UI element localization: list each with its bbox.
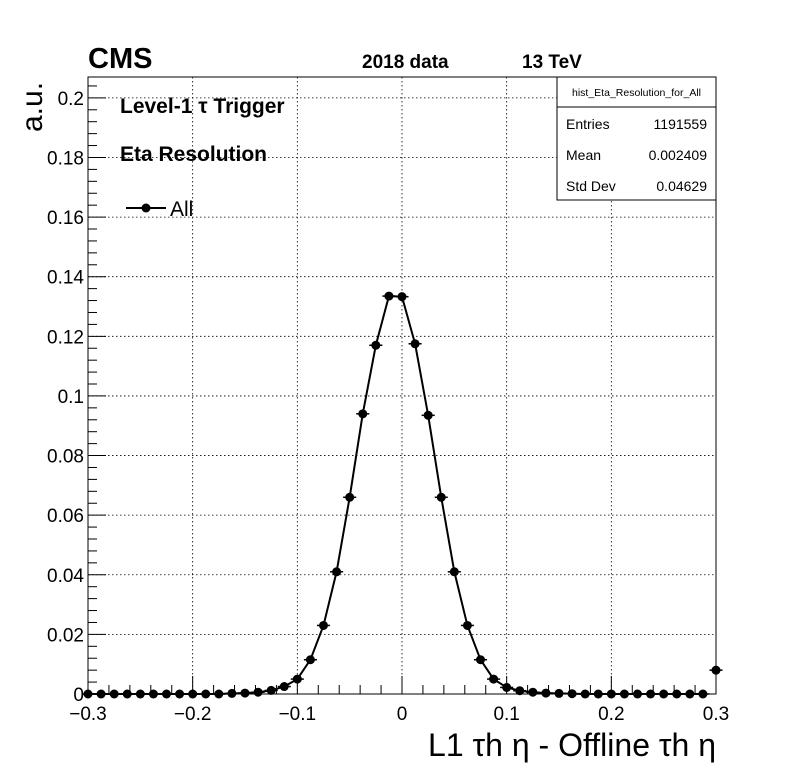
data-point [371, 340, 381, 350]
data-point [593, 689, 603, 699]
data-point [345, 492, 355, 502]
legend-marker [141, 203, 151, 213]
data-point [397, 292, 407, 302]
data-point [476, 655, 485, 665]
data-point [410, 339, 420, 349]
data-point [358, 409, 368, 419]
data-point [554, 688, 564, 698]
experiment-label: CMS [88, 43, 152, 75]
data-point [279, 682, 289, 692]
data-point [162, 689, 171, 699]
stats-box: hist_Eta_Resolution_for_All Entries 1191… [556, 76, 717, 201]
data-point [96, 689, 106, 699]
axis-ticks: −0.3 −0.2 −0.1 0 0.1 0.2 0.3 0 0.02 0.04 0.06 0.08 0… [47, 85, 729, 725]
stats-box-title: hist_Eta_Resolution_for_All [572, 87, 701, 99]
data-point [305, 655, 315, 665]
stats-mean-label: Mean [566, 147, 601, 163]
y-axis-label: a.u. [16, 82, 49, 132]
x-tick-label: −0.2 [174, 704, 212, 725]
data-point [515, 686, 525, 696]
dataset-label: 2018 data [362, 52, 449, 73]
annotation-trigger: Level-1 τ Trigger [120, 95, 285, 118]
grid-lines [88, 77, 716, 694]
legend: All [126, 198, 193, 221]
data-point [253, 687, 263, 697]
data-point [449, 567, 459, 577]
y-tick-label: 0.16 [47, 208, 84, 229]
data-point [685, 689, 695, 699]
y-tick-label: 0.12 [47, 327, 84, 348]
x-tick-label: 0.2 [598, 704, 624, 725]
y-tick-label: 0.06 [47, 506, 84, 527]
data-point [423, 410, 433, 420]
stats-mean-value: 0.002409 [649, 147, 708, 163]
y-tick-label: 0.2 [58, 89, 84, 110]
data-point [502, 682, 512, 692]
data-point [135, 689, 145, 699]
stats-stddev-value: 0.04629 [656, 178, 707, 194]
data-point [201, 689, 211, 699]
data-point [384, 291, 394, 301]
data-point [148, 689, 158, 699]
data-point [436, 492, 446, 502]
data-point [227, 688, 237, 698]
data-point [214, 689, 224, 699]
data-point [332, 567, 342, 577]
y-tick-label: 0.18 [47, 148, 84, 169]
x-tick-label: 0.3 [703, 704, 729, 725]
y-tick-label: 0.02 [47, 625, 84, 646]
y-tick-label: 0.1 [58, 387, 84, 408]
y-tick-label: 0.14 [47, 268, 84, 289]
data-point [83, 689, 93, 699]
data-point [541, 688, 551, 698]
x-axis-label: L1 τh η - Offline τh η [428, 727, 716, 763]
data-point [659, 689, 669, 699]
data-point [672, 689, 682, 699]
data-point [633, 689, 642, 699]
stats-stddev-label: Std Dev [566, 178, 616, 194]
data-point [319, 620, 328, 630]
data-point [462, 620, 472, 630]
energy-label: 13 TeV [522, 52, 582, 73]
data-point [646, 689, 656, 699]
data-point [698, 689, 708, 699]
stats-entries-label: Entries [566, 116, 610, 132]
data-point [489, 674, 499, 684]
data-point [567, 689, 577, 699]
x-tick-label: 0.1 [493, 704, 519, 725]
x-tick-label: −0.3 [69, 704, 107, 725]
data-point [580, 689, 590, 699]
data-point [122, 689, 132, 699]
stats-box-frame [556, 76, 717, 201]
data-point [606, 689, 616, 699]
x-tick-label: −0.1 [279, 704, 317, 725]
data-point [528, 687, 538, 697]
data-point [175, 689, 185, 699]
data-point [109, 689, 119, 699]
y-tick-label: 0 [73, 685, 84, 706]
data-point [619, 689, 629, 699]
data-series [81, 291, 723, 699]
x-tick-label: 0 [397, 704, 408, 725]
y-tick-label: 0.08 [47, 447, 84, 468]
annotation-eta-resolution: Eta Resolution [120, 143, 267, 166]
data-point [188, 689, 198, 699]
data-point [711, 665, 721, 675]
data-point [240, 688, 250, 698]
data-point [266, 685, 276, 695]
data-point [292, 674, 302, 684]
stats-entries-value: 1191559 [654, 116, 708, 132]
legend-label: All [170, 198, 193, 221]
y-tick-label: 0.04 [47, 566, 84, 587]
